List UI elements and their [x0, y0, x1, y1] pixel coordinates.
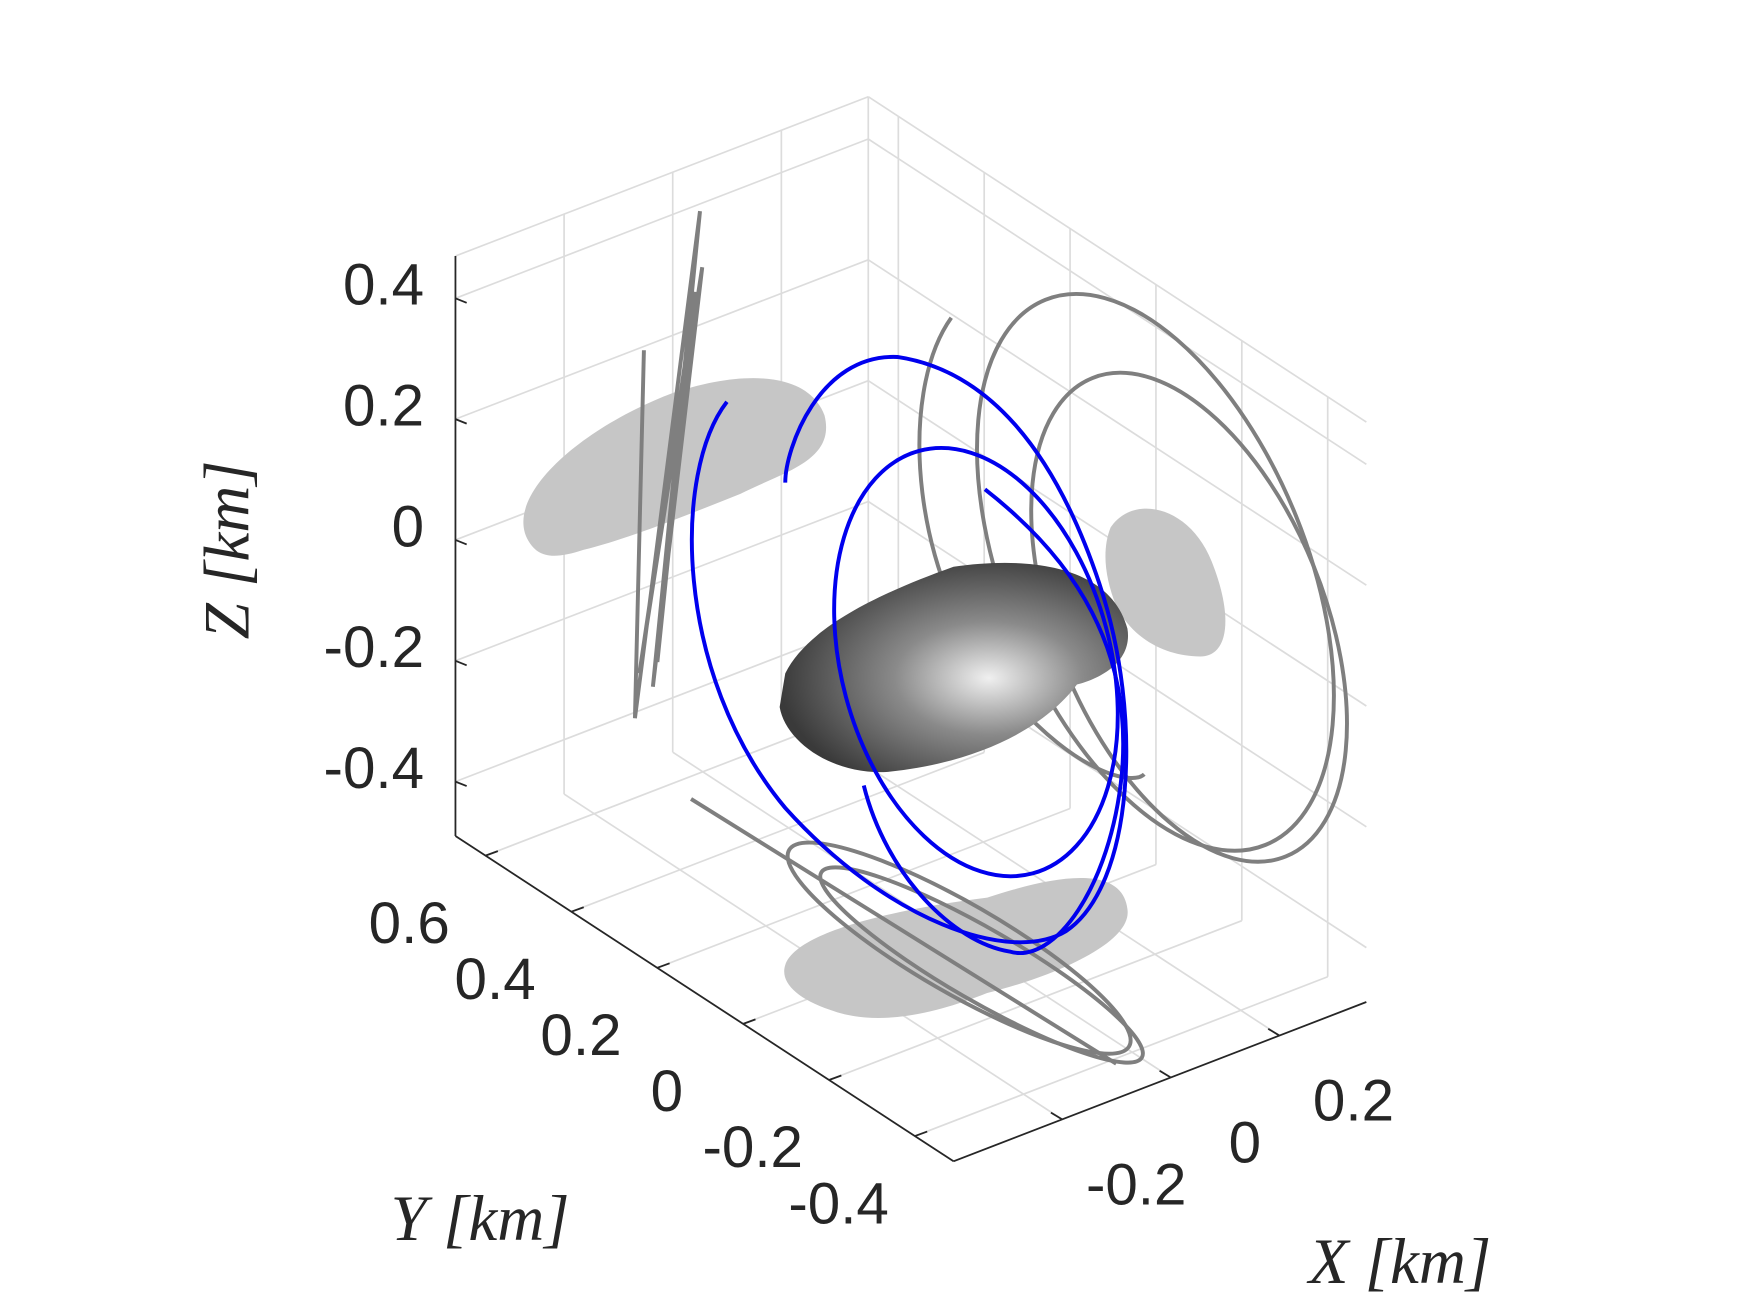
y-tick-label: 0 [651, 1059, 683, 1124]
x-axis [953, 1001, 1367, 1163]
grid-line [571, 751, 985, 913]
z-tick-label: 0 [392, 494, 424, 559]
projection-floor [785, 840, 1133, 1056]
y-tick [656, 962, 670, 969]
y-tick [828, 1074, 842, 1081]
x-tick-label: 0 [1229, 1110, 1261, 1175]
y-axis [454, 835, 955, 1163]
x-tick-label: -0.2 [1086, 1152, 1187, 1217]
x-axis-label: X [km] [1306, 1226, 1491, 1298]
z-tick [455, 780, 467, 787]
shadow-floor [784, 878, 1128, 1018]
projection-floor [689, 797, 1118, 1066]
grid-line [455, 138, 869, 300]
y-tick-label: 0.2 [540, 1003, 621, 1068]
z-tick-label: -0.2 [324, 615, 425, 680]
box-edge [867, 96, 1367, 423]
y-tick-label: 0.6 [369, 891, 450, 956]
trajectory-line [832, 445, 1120, 879]
z-tick [455, 418, 467, 425]
shadow-right-wall [1105, 508, 1226, 657]
projection-left-wall [632, 210, 705, 719]
z-axis-label: Z [km] [191, 460, 263, 639]
x-tick-label: 0.2 [1313, 1069, 1394, 1134]
z-tick [455, 297, 467, 304]
z-tick [455, 539, 467, 546]
trajectory-line [861, 487, 1126, 955]
grid-line [828, 919, 1243, 1081]
trajectory [689, 355, 1129, 955]
y-tick-label: -0.2 [702, 1115, 803, 1180]
x-tick [1267, 1028, 1280, 1037]
projection-floor [818, 865, 1145, 1065]
grid-line [455, 621, 869, 783]
y-tick [914, 1130, 928, 1137]
grid-line [455, 259, 869, 420]
grid-line [656, 807, 1071, 969]
z-tick-label: 0.4 [343, 253, 424, 318]
asteroid [779, 562, 1129, 773]
grid-line [867, 259, 1367, 586]
grid-line [914, 975, 1329, 1137]
z-tick-label: -0.4 [324, 736, 425, 801]
box-edge [455, 95, 869, 257]
z-tick-label: 0.2 [343, 374, 424, 439]
trajectory-line [689, 355, 1129, 945]
y-axis-label: Y [km] [391, 1183, 570, 1255]
y-tick [485, 850, 499, 857]
y-tick [742, 1018, 756, 1025]
axis-layer: -0.200.2-0.4-0.200.20.40.6-0.4-0.200.20.… [324, 253, 1394, 1237]
x-tick [1159, 1069, 1172, 1079]
z-tick [455, 659, 467, 667]
y-tick-label: 0.4 [455, 947, 536, 1012]
x-tick [1050, 1111, 1063, 1121]
y-tick-label: -0.4 [788, 1171, 889, 1236]
y-tick [571, 906, 585, 913]
